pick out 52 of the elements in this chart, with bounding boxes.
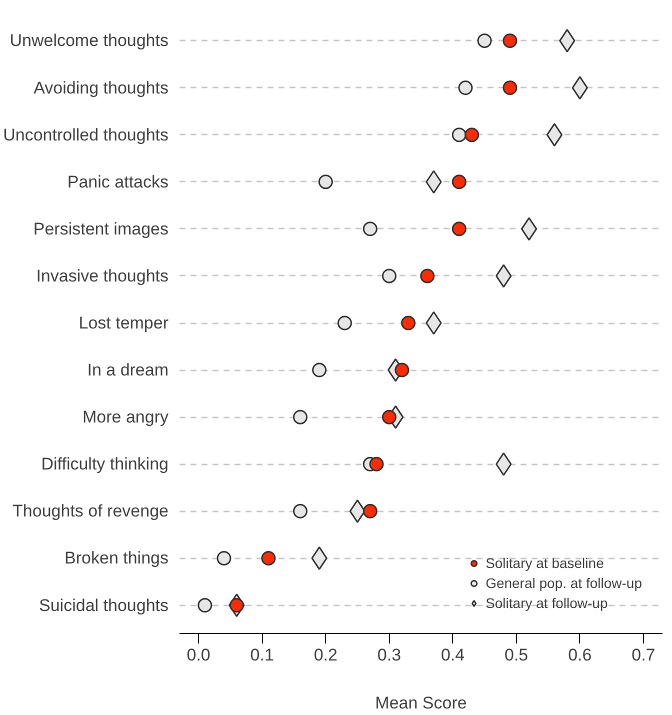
x-tick-label: 0.2 [314, 646, 338, 664]
point [420, 268, 435, 284]
point [198, 598, 212, 613]
point [382, 268, 396, 284]
point [312, 362, 327, 378]
point [452, 222, 466, 236]
y-tick-label: Panic attacks [67, 172, 169, 192]
y-tick-label: Lost temper [78, 314, 169, 332]
point [362, 504, 378, 518]
x-axis-title: Mean Score [375, 694, 467, 712]
point [464, 128, 480, 142]
point [452, 174, 466, 190]
point [502, 80, 518, 96]
point [502, 33, 518, 48]
y-tick-label: Uncontrolled thoughts [3, 125, 169, 144]
point [394, 362, 410, 378]
point [337, 316, 352, 330]
x-tick-label: 0.5 [504, 646, 528, 664]
point [349, 499, 366, 523]
y-tick-label: Unwelcome thoughts [10, 31, 169, 50]
x-tick-label: 0.3 [377, 646, 402, 664]
point [401, 316, 416, 330]
y-tick-label: Suicidal thoughts [39, 596, 169, 615]
legend-label: General pop. at follow-up [486, 575, 642, 591]
point [477, 33, 492, 48]
y-tick-label: Thoughts of revenge [12, 502, 169, 521]
y-tick-label: Persistent images [33, 219, 169, 238]
y-tick-label: Broken things [64, 548, 168, 568]
point [216, 550, 232, 566]
point [261, 550, 276, 566]
point [546, 123, 563, 147]
point [293, 410, 308, 424]
y-tick-label: In a dream [87, 360, 168, 380]
y-tick-label: Invasive thoughts [36, 266, 169, 286]
legend-label: Solitary at follow-up [486, 595, 608, 611]
point [369, 456, 384, 472]
point [362, 222, 378, 236]
y-tick-label: Difficulty thinking [41, 454, 169, 474]
x-tick-label: 0.4 [440, 646, 465, 664]
x-tick-label: 0.0 [186, 646, 210, 664]
x-tick-label: 0.6 [568, 646, 592, 664]
y-tick-label: More angry [82, 408, 169, 427]
x-tick-label: 0.7 [632, 646, 656, 664]
x-tick-label: 0.1 [250, 646, 274, 664]
point [293, 504, 308, 518]
point [458, 80, 473, 96]
legend-label: Solitary at baseline [486, 555, 604, 571]
point [318, 174, 333, 190]
point [382, 410, 396, 424]
point [520, 217, 538, 241]
y-tick-label: Avoiding thoughts [34, 78, 169, 98]
point [452, 128, 466, 142]
